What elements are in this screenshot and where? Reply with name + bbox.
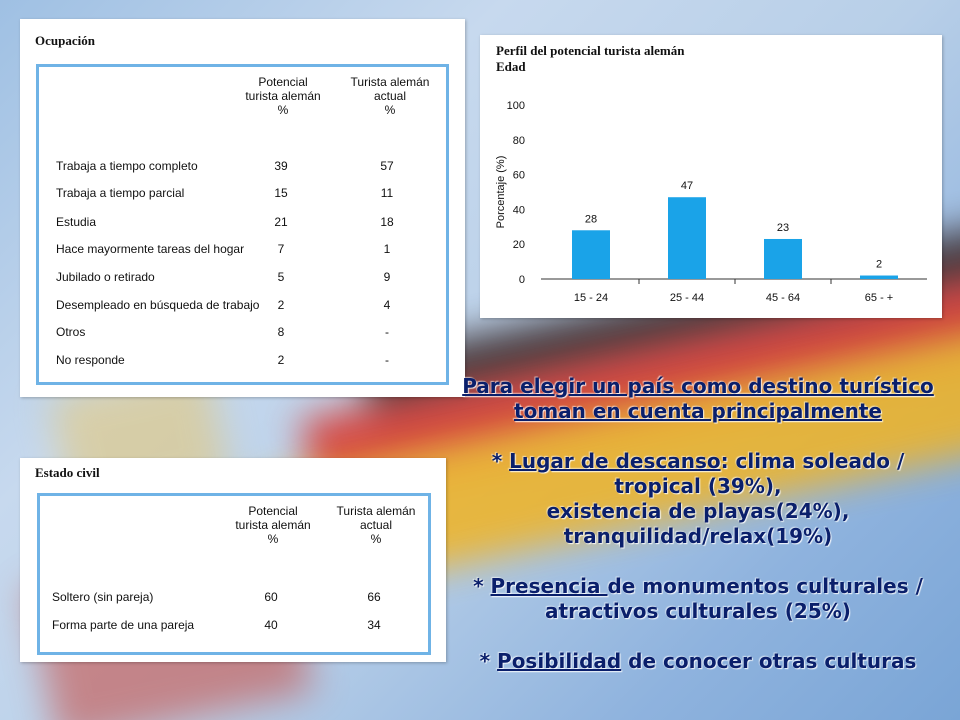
row-current: 9	[383, 270, 391, 284]
row-label: Trabaja a tiempo completo	[56, 159, 198, 173]
occupation-col1-header: Potencial turista alemán %	[245, 75, 321, 117]
chart-subtitle: Edad	[496, 59, 526, 74]
data-label: 2	[876, 259, 882, 271]
intro-line-2: toman en cuenta principalmente	[514, 399, 882, 423]
age-bar-chart: 0 20 40 60 80 100 Porcentaje (%) 28 15 - 24 47 25 …	[495, 100, 927, 304]
row-current: 66	[367, 590, 381, 604]
row-current: 1	[383, 242, 391, 256]
bar	[668, 197, 706, 279]
y-axis-label: Porcentaje (%)	[495, 156, 507, 229]
occupation-table-frame	[36, 64, 449, 385]
row-label: Desempleado en búsqueda de trabajo	[56, 298, 260, 312]
y-tick-label: 100	[507, 100, 525, 112]
civil-col2-header: Turista alemán actual %	[336, 504, 416, 546]
row-label: No responde	[56, 353, 125, 367]
x-tick-label: 65 - +	[865, 292, 893, 304]
row-current: 18	[380, 215, 394, 229]
row-potential: 2	[277, 353, 285, 367]
bullet-culture: * Presencia de monumentos culturales /	[473, 574, 923, 598]
civil-col1-header: Potencial turista alemán %	[235, 504, 311, 546]
row-potential: 21	[274, 215, 288, 229]
data-label: 47	[681, 180, 693, 192]
row-potential: 8	[277, 325, 285, 339]
y-tick-label: 60	[513, 170, 525, 182]
bar	[572, 230, 610, 279]
bullet-rest-place: * Lugar de descanso: clima soleado /	[491, 449, 905, 473]
y-tick-label: 0	[519, 274, 525, 286]
row-label: Soltero (sin pareja)	[52, 590, 154, 604]
row-label: Hace mayormente tareas del hogar	[56, 242, 245, 256]
occupation-col2-header: Turista alemán actual %	[350, 75, 430, 117]
chart-title: Perfil del potencial turista alemán	[496, 43, 685, 58]
bar	[764, 238, 802, 279]
row-current: 57	[380, 159, 394, 173]
bullet-rest-place-line2: tropical (39%),	[614, 474, 782, 498]
row-potential: 15	[274, 186, 288, 200]
row-potential: 40	[264, 618, 278, 632]
age-chart-panel: Perfil del potencial turista alemán Edad…	[480, 35, 942, 318]
row-potential: 7	[277, 242, 285, 256]
occupation-table-panel: Ocupación Potencial turista alemán % Tur…	[20, 19, 465, 397]
x-tick-label: 45 - 64	[766, 292, 800, 304]
bullet-culture-line2: atractivos culturales (25%)	[545, 599, 851, 623]
row-potential: 39	[274, 159, 288, 173]
x-tick-label: 25 - 44	[670, 292, 704, 304]
row-potential: 5	[277, 270, 285, 284]
row-current: -	[385, 325, 389, 339]
y-tick-label: 20	[513, 239, 525, 251]
row-current: -	[385, 353, 389, 367]
data-label: 28	[585, 213, 597, 225]
row-potential: 2	[277, 298, 285, 312]
row-label: Trabaja a tiempo parcial	[56, 186, 185, 200]
bar	[860, 275, 898, 279]
intro-line-1: Para elegir un país como destino turísti…	[462, 374, 934, 398]
civil-table-frame	[37, 493, 431, 655]
findings-text: Para elegir un país como destino turísti…	[446, 374, 950, 674]
row-label: Otros	[56, 325, 86, 339]
y-tick-label: 80	[513, 135, 525, 147]
row-label: Estudia	[56, 215, 97, 229]
row-label: Jubilado o retirado	[56, 270, 155, 284]
y-tick-label: 40	[513, 204, 525, 216]
occupation-table-title: Ocupación	[35, 33, 95, 48]
bullet-rest-place-line3: existencia de playas(24%),	[546, 499, 850, 523]
bullet-rest-place-line4: tranquilidad/relax(19%)	[563, 524, 833, 548]
row-label: Forma parte de una pareja	[52, 618, 195, 632]
row-current: 11	[380, 186, 394, 200]
data-label: 23	[777, 222, 789, 234]
row-current: 4	[383, 298, 391, 312]
bullet-other-cultures: * Posibilidad de conocer otras culturas	[479, 649, 917, 673]
x-tick-label: 15 - 24	[574, 292, 608, 304]
row-potential: 60	[264, 590, 278, 604]
civil-table-title: Estado civil	[35, 465, 100, 480]
civil-status-table-panel: Estado civil Potencial turista alemán % …	[20, 458, 446, 662]
row-current: 34	[367, 618, 381, 632]
